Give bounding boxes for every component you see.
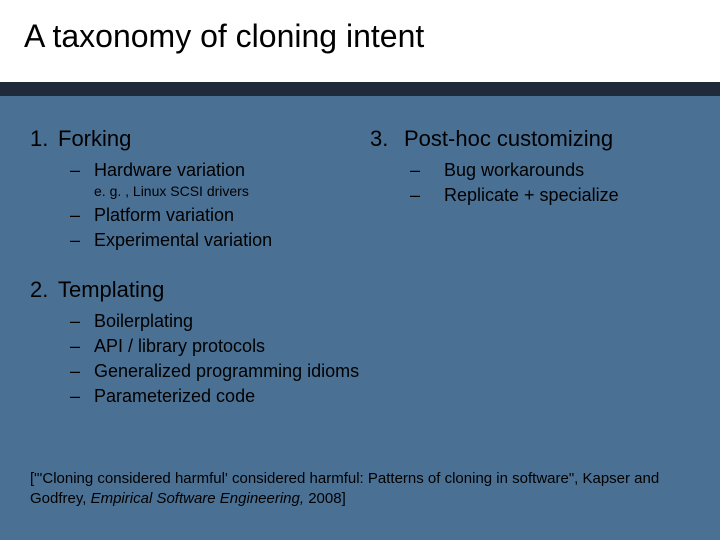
list-item-forking: 1. Forking – Hardware variation e. g. , …	[30, 126, 360, 251]
list-item-templating: 2. Templating – Boilerplating – API / li…	[30, 277, 360, 407]
dark-strip	[0, 82, 720, 96]
citation-journal: Empirical Software Engineering,	[91, 490, 309, 507]
slide-title: A taxonomy of cloning intent	[24, 18, 696, 55]
content-area: 1. Forking – Hardware variation e. g. , …	[0, 96, 720, 433]
sub-hardware-variation: Hardware variation	[94, 160, 245, 181]
label-posthoc: Post-hoc customizing	[404, 126, 613, 152]
sub-generalized-idioms: Generalized programming idioms	[94, 361, 359, 382]
dash-icon: –	[70, 230, 94, 251]
left-column: 1. Forking – Hardware variation e. g. , …	[30, 126, 360, 433]
dash-icon: –	[410, 160, 444, 181]
number-1: 1.	[30, 126, 58, 152]
dash-icon: –	[70, 336, 94, 357]
number-3: 3.	[370, 126, 404, 152]
sub-api-library: API / library protocols	[94, 336, 265, 357]
number-2: 2.	[30, 277, 58, 303]
label-templating: Templating	[58, 277, 164, 303]
dash-icon: –	[70, 361, 94, 382]
sub-bug-workarounds: Bug workarounds	[444, 160, 584, 181]
citation: ["'Cloning considered harmful' considere…	[30, 469, 690, 508]
sub-replicate-specialize: Replicate + specialize	[444, 185, 619, 206]
dash-icon: –	[70, 311, 94, 332]
citation-post: 2008]	[308, 490, 346, 507]
example-scsi: e. g. , Linux SCSI drivers	[30, 183, 360, 199]
dash-icon: –	[410, 185, 444, 206]
title-band: A taxonomy of cloning intent	[0, 0, 720, 82]
sub-parameterized-code: Parameterized code	[94, 386, 255, 407]
dash-icon: –	[70, 205, 94, 226]
sub-experimental-variation: Experimental variation	[94, 230, 272, 251]
label-forking: Forking	[58, 126, 131, 152]
sub-boilerplating: Boilerplating	[94, 311, 193, 332]
sub-platform-variation: Platform variation	[94, 205, 234, 226]
list-item-posthoc: 3. Post-hoc customizing – Bug workaround…	[370, 126, 690, 206]
dash-icon: –	[70, 386, 94, 407]
dash-icon: –	[70, 160, 94, 181]
right-column: 3. Post-hoc customizing – Bug workaround…	[370, 126, 690, 433]
